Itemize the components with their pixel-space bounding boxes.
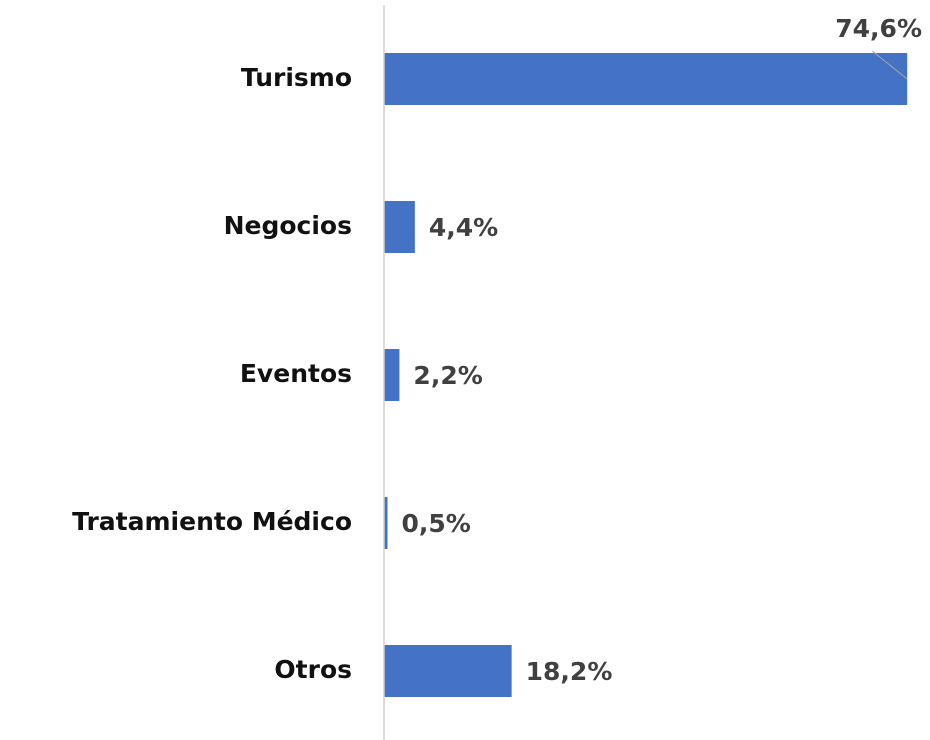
bar bbox=[384, 53, 908, 105]
category-label: Negocios bbox=[224, 211, 352, 240]
value-label: 0,5% bbox=[402, 509, 471, 538]
category-label: Eventos bbox=[240, 359, 352, 388]
value-label: 74,6% bbox=[835, 14, 922, 43]
bar bbox=[384, 349, 400, 401]
category-label: Turismo bbox=[241, 63, 352, 92]
bar bbox=[384, 201, 415, 253]
value-label: 18,2% bbox=[526, 657, 613, 686]
category-label: Tratamiento Médico bbox=[72, 507, 352, 536]
bar bbox=[384, 497, 388, 549]
value-label: 4,4% bbox=[429, 213, 498, 242]
leader-line bbox=[871, 50, 908, 80]
category-label: Otros bbox=[274, 655, 352, 684]
bar bbox=[384, 645, 512, 697]
value-label: 2,2% bbox=[413, 361, 482, 390]
